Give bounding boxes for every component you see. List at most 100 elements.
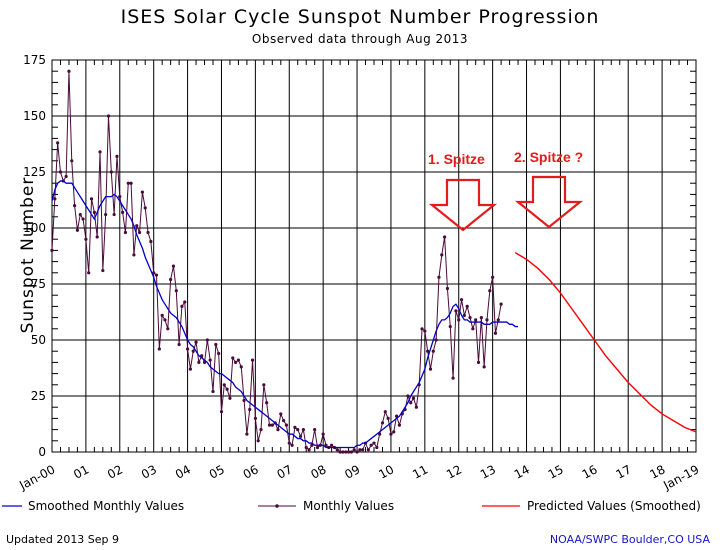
legend-predicted-label: Predicted Values (Smoothed) [527,499,701,513]
annotation-arrows [428,175,584,232]
monthly-point [426,349,430,353]
monthly-point [180,304,184,308]
monthly-point [482,365,486,369]
monthly-point [493,331,498,335]
monthly-point [98,150,102,154]
legend [2,504,520,508]
monthly-point [211,389,215,394]
x-tick-label: 18 [647,462,667,482]
monthly-point [183,300,187,304]
monthly-point [118,195,122,199]
y-tick-label: 125 [23,165,46,179]
monthly-point [58,170,63,174]
x-tick-label: 10 [376,462,396,482]
x-tick-label: Jan-19 [660,462,701,493]
monthly-point [372,441,376,445]
monthly-point [313,428,317,432]
y-tick-label: 75 [31,277,46,291]
monthly-point [282,419,286,423]
monthly-point [287,441,291,445]
monthly-point [89,197,94,201]
monthly-point [386,416,390,420]
x-tick-label: 08 [309,462,329,482]
monthly-point [366,448,370,452]
x-tick-label: 11 [410,462,430,482]
monthly-point [194,340,198,344]
y-tick-labels: 0 25 50 75 100 125 150 175 [23,53,46,459]
series-layer [50,69,697,454]
monthly-point [157,347,161,351]
monthly-point [250,358,255,362]
monthly-point [197,360,201,364]
monthly-point [191,349,195,353]
monthly-point [70,159,74,163]
monthly-point [222,383,226,387]
monthly-point [358,448,362,452]
monthly-point [64,174,68,179]
monthly-point [468,316,472,320]
monthly-point [104,212,108,217]
y-tick-label: 175 [23,53,46,67]
monthly-point [445,286,450,291]
monthly-point [253,416,257,420]
monthly-point [344,450,348,454]
plot-frame [51,59,697,453]
y-tick-label: 50 [31,333,46,347]
first-peak-arrow-icon [428,178,498,232]
chart-title: ISES Solar Cycle Sunspot Number Progress… [120,6,600,28]
monthly-point [499,302,503,306]
x-tick-label: 16 [580,462,600,482]
monthly-point [185,347,190,351]
monthly-point [67,69,71,73]
chart-subtitle: Observed data through Aug 2013 [251,32,469,46]
monthly-point [428,367,433,371]
monthly-point [397,423,402,427]
monthly-point [338,450,342,454]
monthly-point [488,289,492,293]
annotation-first-peak: 1. Spitze [428,151,485,167]
monthly-point [101,268,105,273]
x-tick-label: 14 [512,462,532,482]
y-tick-label: 0 [38,445,46,459]
monthly-point [270,423,274,427]
monthly-point [454,309,458,313]
monthly-point [383,410,387,414]
monthly-point [56,141,60,145]
monthly-point [355,450,359,454]
monthly-point [411,396,416,400]
monthly-point [205,338,209,342]
monthly-point [256,439,260,443]
series-monthly-line [51,71,502,453]
monthly-point [50,248,54,252]
monthly-point [448,324,452,329]
monthly-point [265,401,269,405]
monthly-point [304,445,308,450]
monthly-point [276,428,280,432]
monthly-point [143,206,147,210]
monthly-point [301,428,305,432]
x-tick-label: 17 [614,462,634,482]
monthly-point [279,412,283,416]
monthly-point [95,235,99,239]
grid-lines [52,59,696,453]
monthly-point [135,224,139,228]
x-tick-label: 06 [241,462,261,482]
updated-date: Updated 2013 Sep 9 [6,533,120,546]
monthly-point [335,448,339,452]
monthly-point [369,443,373,447]
monthly-point [459,298,464,302]
monthly-point [420,327,424,331]
second-peak-arrow-icon [514,175,584,229]
x-tick-label: 07 [275,462,295,482]
monthly-point [75,228,80,232]
monthly-point [296,428,300,432]
monthly-point [115,154,119,158]
monthly-point [177,342,181,347]
x-tick-label: 09 [342,462,362,482]
monthly-point [160,313,164,317]
monthly-point [375,445,379,450]
monthly-point [465,304,469,308]
monthly-point [146,230,150,235]
monthly-point [137,230,142,235]
monthly-point [225,387,229,391]
